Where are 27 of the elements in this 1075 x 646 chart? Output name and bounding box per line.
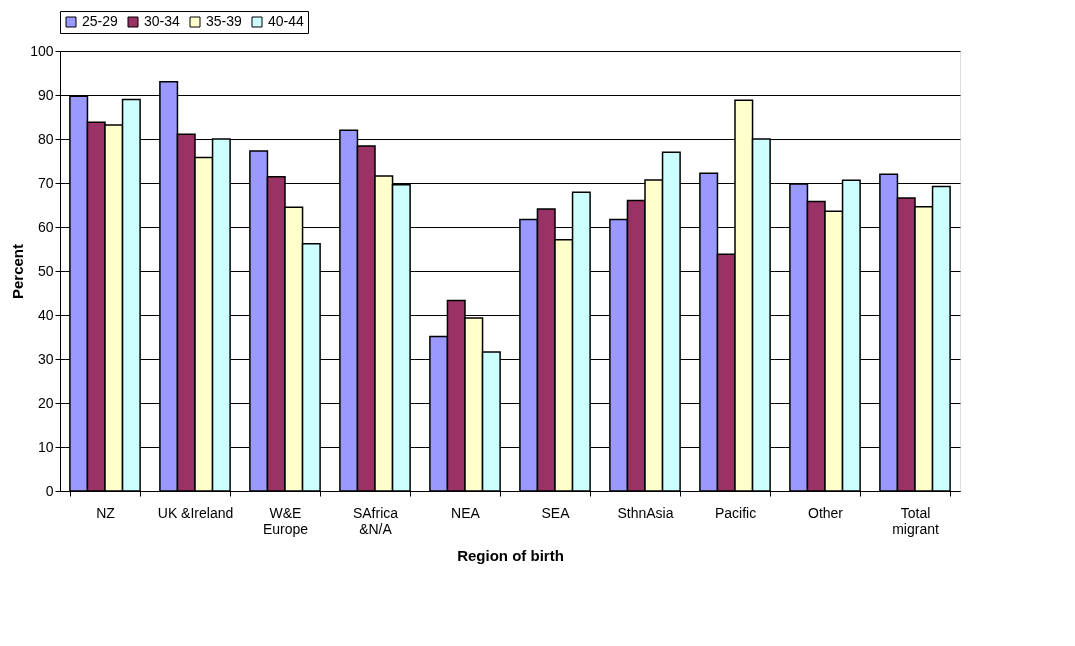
x-tick-label: Pacific [714, 504, 757, 521]
y-tick-label: 10 [37, 438, 54, 455]
legend-label: 25-29 [82, 13, 119, 29]
y-axis-title: Percent [9, 243, 27, 300]
legend-label: 30-34 [144, 13, 181, 29]
x-axis-title: Region of birth [457, 546, 564, 564]
legend-label: 40-44 [268, 13, 305, 29]
y-tick-label: 50 [37, 262, 54, 279]
x-tick-label: Total migrant [892, 504, 939, 537]
y-tick-label: 90 [37, 86, 54, 103]
y-tick-label: 80 [37, 130, 54, 147]
x-tick-label: SAfrica &N/A [352, 504, 399, 537]
y-tick-label: 40 [37, 306, 54, 323]
x-tick-label: UK &Ireland [157, 504, 234, 521]
y-tick-label: 70 [37, 174, 54, 191]
x-tick-label: NEA [451, 504, 481, 521]
y-tick-label: 0 [45, 482, 54, 499]
y-tick-label: 30 [37, 350, 54, 367]
y-tick-label: 100 [30, 42, 54, 59]
x-tick-label: W&E Europe [262, 504, 309, 537]
legend-label: 35-39 [206, 13, 243, 29]
x-tick-label: SthnAsia [617, 504, 674, 521]
x-tick-label: Other [807, 504, 844, 521]
y-tick-label: 60 [37, 218, 54, 235]
y-tick-label: 20 [37, 394, 54, 411]
x-tick-label: SEA [541, 504, 571, 521]
x-tick-label: NZ [96, 504, 116, 521]
